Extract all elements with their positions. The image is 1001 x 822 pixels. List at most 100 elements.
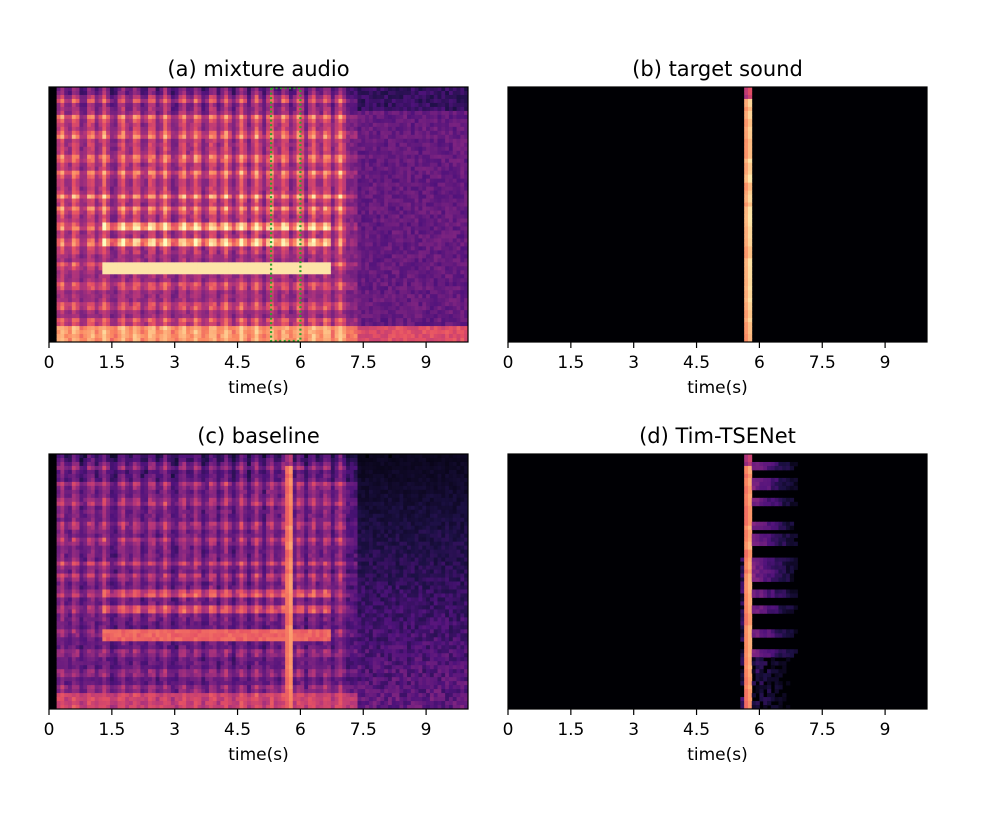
heatmap-cell [193, 186, 198, 191]
heatmap-cell [216, 194, 221, 199]
heatmap-cell [228, 198, 233, 203]
heatmap-cell [330, 126, 336, 132]
heatmap-cell [250, 338, 256, 343]
heatmap-cell [304, 178, 309, 184]
heatmap-cell [243, 254, 248, 259]
heatmap-cell [193, 214, 198, 219]
heatmap-cell [208, 314, 214, 319]
heatmap-cell [136, 286, 141, 291]
heatmap-cell [155, 246, 160, 251]
heatmap-cell [75, 294, 80, 299]
heatmap-cell [132, 282, 138, 287]
heatmap-cell [170, 102, 176, 108]
heatmap-cell [170, 314, 176, 319]
heatmap-cell [235, 162, 240, 168]
heatmap-cell [208, 186, 214, 191]
heatmap-cell [109, 146, 115, 152]
heatmap-cell [186, 294, 191, 299]
heatmap-cell [132, 158, 138, 164]
heatmap-cell [349, 278, 355, 283]
heatmap-cell [239, 274, 244, 279]
heatmap-cell [56, 186, 61, 191]
heatmap-cell [64, 206, 69, 211]
heatmap-cell [170, 154, 176, 160]
heatmap-cell [106, 202, 111, 207]
heatmap-cell [148, 178, 153, 184]
heatmap-cell [239, 262, 244, 267]
heatmap-cell [83, 262, 88, 267]
heatmap-cell [68, 230, 73, 235]
heatmap-cell [220, 162, 225, 168]
heatmap-cell [117, 202, 122, 207]
heatmap-cell [235, 246, 240, 251]
heatmap-cell [106, 306, 111, 311]
heatmap-cell [151, 218, 157, 223]
heatmap-cell [75, 118, 80, 124]
heatmap-cell [193, 294, 198, 299]
heatmap-cell [277, 326, 282, 331]
heatmap-cell [167, 214, 172, 219]
heatmap-cell [102, 290, 107, 295]
heatmap-cell [128, 258, 134, 263]
heatmap-cell [208, 274, 214, 279]
heatmap-cell [311, 122, 317, 128]
heatmap-cell [144, 87, 149, 92]
heatmap-cell [113, 302, 118, 307]
heatmap-cell [338, 138, 343, 144]
heatmap-cell [258, 246, 263, 251]
heatmap-cell [247, 310, 252, 315]
heatmap-cell [125, 106, 130, 112]
heatmap-cell [75, 306, 80, 311]
heatmap-cell [193, 198, 198, 203]
heatmap-cell [308, 190, 313, 195]
heatmap-cell [212, 294, 217, 299]
heatmap-cell [68, 318, 73, 323]
heatmap-cell [212, 318, 217, 323]
heatmap-cell [285, 110, 290, 116]
heatmap-cell [83, 270, 88, 275]
heatmap-cell [125, 226, 130, 231]
heatmap-cell [136, 178, 141, 184]
heatmap-cell [338, 218, 343, 223]
heatmap-cell [319, 126, 324, 132]
heatmap-cell [189, 326, 195, 331]
heatmap-cell [109, 294, 115, 299]
heatmap-cell [109, 122, 115, 128]
heatmap-cell [205, 126, 210, 132]
heatmap-cell [212, 114, 217, 120]
heatmap-cell [205, 194, 210, 199]
heatmap-cell [205, 90, 210, 96]
heatmap-cell [113, 318, 118, 323]
heatmap-cell [60, 166, 65, 172]
heatmap-cell [64, 98, 69, 104]
heatmap-cell [132, 190, 138, 195]
heatmap-cell [109, 322, 115, 327]
heatmap-cell [87, 202, 92, 207]
heatmap-cell [330, 254, 336, 259]
heatmap-cell [224, 322, 229, 327]
heatmap-cell [140, 182, 145, 188]
heatmap-cell [311, 198, 317, 203]
heatmap-cell [83, 126, 88, 132]
heatmap-cell [296, 110, 301, 116]
heatmap-cell [159, 178, 164, 184]
heatmap-cell [71, 318, 77, 323]
heatmap-cell [269, 98, 275, 104]
heatmap-cell [189, 278, 195, 283]
heatmap-cell [273, 242, 278, 247]
heatmap-cell [125, 162, 130, 168]
heatmap-cell [128, 250, 134, 255]
heatmap-cell [68, 158, 73, 164]
heatmap-cell [155, 274, 160, 279]
heatmap-cell [68, 142, 73, 148]
heatmap-cell [182, 106, 187, 112]
heatmap-cell [121, 274, 126, 279]
heatmap-cell [75, 278, 80, 283]
heatmap-cell [75, 242, 80, 247]
heatmap-cell [167, 326, 172, 331]
heatmap-cell [277, 242, 282, 247]
heatmap-cell [106, 106, 111, 112]
heatmap-cell [327, 286, 332, 291]
heatmap-cell [109, 170, 115, 176]
heatmap-cell [342, 146, 347, 152]
